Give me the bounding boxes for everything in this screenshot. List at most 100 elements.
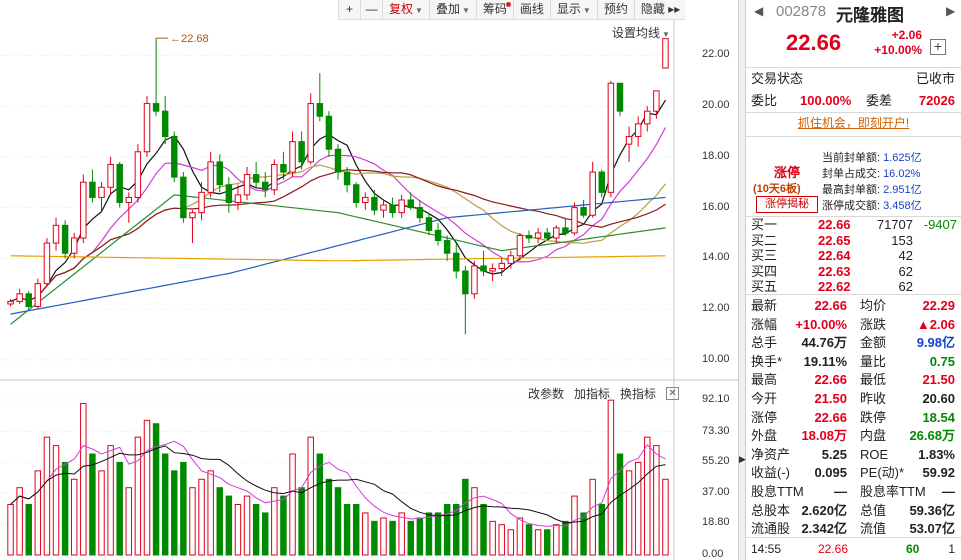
volume-bar	[16, 487, 23, 556]
stat-row: 涨幅 +10.00% 涨跌 ▲2.06	[750, 316, 959, 334]
volume-bar	[543, 529, 551, 556]
stat-value: 18.08万	[801, 428, 847, 444]
volume-bar	[307, 436, 314, 556]
quote-panel: ◀ 002878 元隆雅图 ▶ 22.66 +2.06 +10.00% + 交易…	[746, 0, 961, 560]
book-volume: 62	[898, 279, 913, 294]
volume-bar	[298, 487, 305, 556]
candle	[243, 174, 251, 196]
toolbar-button-2[interactable]: 复权 ▼	[382, 0, 429, 20]
toolbar-button-1[interactable]: —	[360, 0, 382, 20]
candle	[443, 240, 451, 254]
price-axis-label: 10.00	[702, 352, 730, 365]
volume-bar	[234, 504, 242, 556]
stat-label: 金额	[860, 335, 887, 351]
volume-bar	[398, 512, 405, 556]
book-price: 22.66	[818, 217, 851, 232]
open-account-link[interactable]: 抓住机会，即刻开户!	[797, 116, 910, 130]
volume-bar	[262, 512, 269, 556]
modify-params-button[interactable]: 改参数	[528, 387, 565, 401]
volume-bar	[562, 520, 569, 556]
ma-long-line-1	[10, 196, 666, 315]
candle	[70, 237, 78, 254]
volume-bar	[189, 487, 196, 556]
volume-bar	[171, 470, 178, 556]
order-book-row[interactable]: 买一 22.66 71707 -9407	[750, 217, 959, 232]
volume-bar	[516, 517, 524, 556]
candle	[189, 212, 196, 219]
add-watchlist-icon[interactable]: +	[930, 39, 946, 55]
chevron-down-icon: ▼	[461, 6, 470, 15]
toolbar-button-5[interactable]: 画线	[512, 0, 550, 20]
stat-label: 外盘	[751, 428, 778, 444]
volume-bar	[207, 470, 214, 556]
stat-value: 53.07亿	[909, 521, 955, 537]
candle	[143, 103, 151, 153]
candle	[625, 136, 633, 145]
limit-info-value: 3.458亿	[883, 200, 922, 212]
volume-bar	[116, 461, 123, 556]
toolbar-button-3[interactable]: 叠加 ▼	[428, 0, 476, 20]
book-volume: 71707	[876, 217, 913, 232]
candle	[43, 242, 51, 285]
candle	[298, 141, 305, 163]
stat-value: 21.50	[922, 372, 955, 388]
volume-bar	[571, 495, 578, 556]
toolbar-button-label: 预约	[603, 2, 628, 16]
toolbar-button-label: —	[365, 2, 378, 16]
panel-splitter[interactable]: ▶	[738, 0, 746, 560]
toolbar-button-0[interactable]: +	[338, 0, 360, 20]
order-book-row[interactable]: 买三 22.64 42	[750, 248, 959, 263]
close-icon[interactable]: ✕	[666, 387, 680, 400]
book-label: 买一	[751, 217, 778, 232]
next-stock-icon[interactable]: ▶	[946, 4, 956, 18]
toolbar-button-4[interactable]: 筹码	[475, 0, 513, 20]
book-price: 22.62	[818, 279, 851, 294]
stat-value: 59.36亿	[909, 502, 955, 518]
volume-bar	[498, 524, 505, 556]
stat-value: 22.29	[922, 298, 955, 313]
toolbar-button-label: 画线	[519, 2, 544, 16]
order-book-row[interactable]: 买二 22.65 153	[750, 233, 959, 248]
candle	[180, 176, 187, 219]
volume-bar	[434, 512, 442, 556]
book-label: 买三	[751, 248, 778, 263]
stat-row: 外盘 18.08万 内盘 26.68万	[750, 427, 959, 445]
volume-bar	[61, 461, 69, 556]
ma-setting-button[interactable]: 设置均线 ▼	[612, 24, 670, 41]
volume-bar	[625, 470, 633, 556]
stat-row: 总股本 2.620亿 总值 59.36亿	[750, 502, 959, 520]
stat-value: +10.00%	[795, 316, 847, 332]
switch-indicator-button[interactable]: 换指标	[620, 387, 657, 401]
stat-label: 净资产	[751, 446, 791, 462]
toolbar-button-8[interactable]: 隐藏 ▸▸	[633, 0, 686, 20]
volume-bar	[70, 478, 78, 556]
order-book-row[interactable]: 买五 22.62 62	[750, 279, 959, 294]
candle	[125, 196, 133, 203]
candle	[516, 234, 524, 257]
add-indicator-button[interactable]: 加指标	[574, 387, 611, 401]
kline-chart-area[interactable]: ←22.68 + — 复权 ▼ 叠加 ▼ 筹码 画线 显示 ▼ 预约 隐藏 ▸▸ 设置均线 ▼ 22.0…	[0, 0, 739, 560]
limit-info-row: 最高封单额: 2.951亿	[822, 182, 959, 198]
stat-value: 0.75	[929, 353, 955, 369]
kline-chart[interactable]: ←22.68	[0, 0, 739, 560]
volume-bar	[198, 478, 205, 556]
order-book-row[interactable]: 买四 22.63 62	[750, 264, 959, 279]
stat-label: 昨收	[860, 391, 887, 406]
toolbar-button-7[interactable]: 预约	[596, 0, 634, 20]
notification-dot-icon	[505, 2, 511, 7]
candle	[334, 148, 342, 173]
candle	[134, 151, 142, 198]
candle	[343, 171, 351, 186]
limit-info-label: 当前封单额:	[822, 152, 881, 164]
volume-bar	[43, 436, 51, 556]
book-volume: 153	[891, 232, 913, 248]
volume-bar	[52, 445, 60, 556]
stat-label: 流通股	[751, 521, 791, 537]
order-ratio-row: 委比 100.00% 委差 72026	[751, 93, 955, 108]
stat-row: 涨停 22.66 跌停 18.54	[750, 409, 959, 427]
volume-bar	[134, 436, 142, 556]
toolbar-button-6[interactable]: 显示 ▼	[549, 0, 597, 20]
limit-up-secret-button[interactable]: 涨停揭秘	[756, 196, 818, 213]
prev-stock-icon[interactable]: ◀	[754, 4, 764, 18]
candle	[216, 161, 223, 186]
